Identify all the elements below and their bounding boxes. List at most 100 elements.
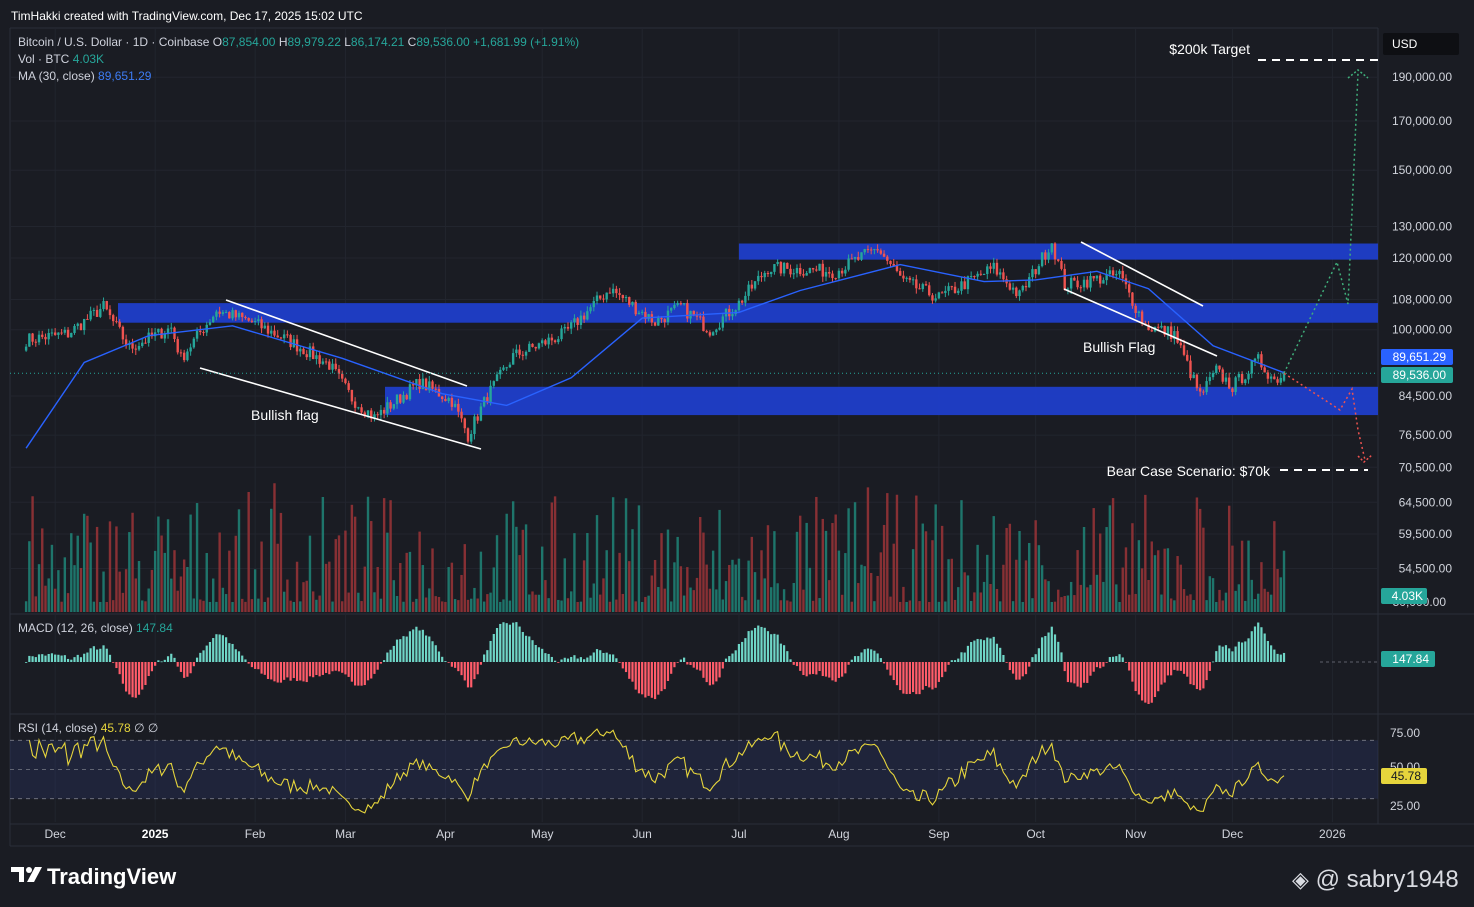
symbol-name[interactable]: Bitcoin / U.S. Dollar · 1D · Coinbase bbox=[18, 35, 210, 49]
candle-body bbox=[141, 342, 144, 347]
macd-bar bbox=[1195, 662, 1199, 690]
macd-bar bbox=[750, 630, 753, 662]
candle-body bbox=[1063, 268, 1066, 290]
macd-bar bbox=[405, 636, 408, 662]
candle-body bbox=[1269, 376, 1273, 379]
candle-body bbox=[705, 331, 708, 333]
volume-bar bbox=[179, 576, 183, 612]
volume-bar bbox=[1282, 550, 1286, 612]
macd-bar bbox=[395, 639, 399, 662]
candle-body bbox=[344, 378, 347, 384]
volume-bar bbox=[702, 532, 705, 612]
price-tag-label: 89,536.00 bbox=[1393, 368, 1447, 382]
volume-bar bbox=[163, 552, 167, 612]
macd-bar bbox=[453, 662, 457, 668]
volume-bar bbox=[134, 578, 137, 612]
candle-body bbox=[305, 354, 308, 358]
macd-bar bbox=[350, 662, 353, 682]
macd-bar bbox=[1089, 662, 1092, 676]
volume-bar bbox=[108, 521, 112, 612]
macd-bar bbox=[734, 650, 737, 662]
candle-body bbox=[973, 276, 976, 278]
macd-bar bbox=[805, 662, 808, 677]
macd-bar bbox=[1002, 654, 1005, 662]
macd-bar bbox=[844, 662, 847, 674]
macd-bar bbox=[1147, 662, 1150, 704]
tradingview-logo[interactable]: TradingView bbox=[11, 864, 176, 891]
candle-body bbox=[960, 281, 963, 291]
volume-bar bbox=[873, 601, 876, 612]
macd-bar bbox=[424, 635, 428, 662]
candle-body bbox=[640, 311, 644, 313]
macd-bar bbox=[315, 662, 318, 675]
currency-button[interactable]: USD bbox=[1383, 33, 1459, 55]
volume-bar bbox=[489, 592, 492, 612]
volume-bar bbox=[1215, 601, 1218, 612]
macd-bar bbox=[134, 662, 137, 698]
volume-bar bbox=[840, 594, 844, 612]
volume-bar bbox=[44, 585, 47, 612]
macd-bar bbox=[276, 662, 279, 683]
candle-body bbox=[599, 295, 602, 299]
volume-bar bbox=[1266, 591, 1270, 612]
volume-bar bbox=[634, 601, 637, 612]
macd-bar bbox=[189, 662, 192, 674]
macd-bar bbox=[1244, 641, 1247, 662]
volume-bar bbox=[1176, 556, 1179, 612]
candle-body bbox=[547, 337, 550, 345]
volume-bar bbox=[1173, 600, 1176, 612]
candle-body bbox=[73, 325, 76, 333]
volume-bar bbox=[1047, 581, 1050, 612]
macd-bar bbox=[70, 659, 73, 662]
volume-bar bbox=[411, 601, 415, 612]
candle-body bbox=[511, 353, 515, 365]
volume-bar bbox=[582, 560, 586, 612]
volume-bar bbox=[105, 601, 108, 612]
macd-bar bbox=[1237, 641, 1240, 662]
candle-body bbox=[1015, 287, 1018, 297]
candle-body bbox=[799, 267, 802, 275]
volume-bar bbox=[737, 558, 741, 612]
volume-bar bbox=[1134, 593, 1137, 612]
time-axis-label: Dec bbox=[1222, 827, 1243, 841]
candle-body bbox=[740, 300, 744, 303]
candle-body bbox=[521, 354, 525, 356]
macd-bar bbox=[41, 654, 44, 662]
macd-bar bbox=[515, 622, 518, 662]
macd-bar bbox=[218, 634, 221, 662]
macd-bar bbox=[744, 638, 747, 662]
macd-bar bbox=[292, 662, 295, 679]
macd-bar bbox=[73, 657, 76, 662]
candle-body bbox=[450, 397, 454, 407]
candle-body bbox=[166, 328, 170, 334]
macd-bar bbox=[341, 662, 344, 673]
candle-body bbox=[24, 346, 28, 351]
volume-bar bbox=[1069, 581, 1073, 612]
macd-bar bbox=[1060, 652, 1063, 662]
volume-bar bbox=[1253, 598, 1257, 612]
volume-bar bbox=[1137, 540, 1141, 612]
macd-bar bbox=[537, 647, 541, 662]
macd-bar bbox=[1182, 662, 1186, 674]
candle-body bbox=[1189, 360, 1192, 379]
candle-body bbox=[50, 332, 54, 334]
macd-bar bbox=[373, 662, 376, 674]
time-axis-label: Sep bbox=[928, 827, 950, 841]
volume-bar bbox=[566, 598, 570, 612]
volume-bar bbox=[995, 589, 999, 612]
volume-bar bbox=[1008, 523, 1012, 612]
volume-bar bbox=[950, 558, 954, 612]
macd-bar bbox=[328, 662, 331, 675]
candle-body bbox=[28, 333, 31, 347]
macd-bar bbox=[418, 630, 421, 662]
volume-bar bbox=[1073, 595, 1076, 612]
volume-bar bbox=[1002, 564, 1005, 612]
volume-bar bbox=[1211, 578, 1215, 612]
candle-body bbox=[399, 394, 402, 403]
macd-bar bbox=[1186, 662, 1189, 677]
volume-bar bbox=[173, 550, 176, 612]
ma-legend: MA (30, close) 89,651.29 bbox=[18, 69, 152, 83]
candle-body bbox=[1211, 373, 1215, 378]
volume-bar bbox=[1031, 598, 1034, 612]
